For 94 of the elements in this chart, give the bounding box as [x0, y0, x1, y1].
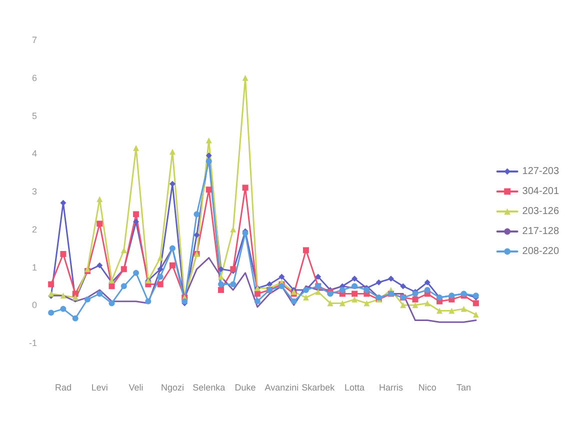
point [424, 279, 430, 286]
point [352, 283, 358, 290]
point [266, 281, 273, 288]
point [254, 298, 260, 304]
point [352, 290, 358, 297]
point [302, 247, 309, 254]
point [218, 286, 224, 293]
point [424, 300, 430, 306]
x-tick-label: Levi [91, 382, 108, 392]
point [72, 290, 78, 297]
x-tick-label: Tan [456, 382, 472, 392]
legend-label: 217-128 [522, 226, 560, 237]
point [315, 274, 322, 280]
point [96, 196, 103, 202]
x-tick-label: Lotta [344, 382, 365, 392]
point [400, 302, 406, 308]
point [436, 308, 443, 314]
point [218, 266, 224, 272]
y-tick-label: 5 [32, 110, 37, 121]
point [96, 290, 103, 297]
legend-label: 304-201 [522, 186, 560, 197]
point [352, 276, 358, 282]
point [157, 281, 164, 288]
point [290, 298, 297, 304]
point [352, 296, 358, 302]
point [120, 283, 127, 290]
point [376, 279, 382, 286]
point [48, 310, 54, 316]
point [194, 211, 200, 218]
point [206, 186, 212, 193]
x-tick-label: Selenka [192, 382, 226, 392]
y-tick-label: 0 [32, 300, 37, 310]
point [218, 281, 224, 288]
y-tick-label: 6 [32, 72, 37, 83]
point [60, 306, 66, 312]
point [96, 220, 103, 227]
x-tick-label: Harris [378, 382, 404, 392]
y-tick-label: 3 [32, 186, 37, 196]
legend-label: 127-203 [522, 166, 560, 177]
point [206, 137, 212, 144]
point [254, 290, 260, 297]
point [157, 274, 164, 280]
point [133, 144, 140, 151]
x-tick-label: Ngozi [160, 382, 184, 392]
point [96, 262, 103, 268]
point [157, 266, 164, 272]
legend-label: 208-220 [522, 246, 560, 257]
point [169, 245, 176, 252]
point [48, 290, 54, 297]
point [302, 294, 309, 301]
point [424, 286, 430, 293]
point [72, 315, 78, 322]
point [133, 211, 140, 218]
y-tick-label: 2 [32, 224, 37, 234]
point [218, 274, 224, 280]
point [448, 308, 455, 314]
x-tick-label: Veli [128, 382, 144, 392]
point [339, 300, 346, 306]
y-tick-label: 4 [32, 148, 37, 159]
point [206, 158, 212, 164]
point [242, 184, 248, 191]
point [412, 296, 418, 302]
legend-label: 203-126 [522, 206, 560, 217]
point [388, 276, 394, 282]
point [400, 283, 406, 290]
point [460, 306, 467, 312]
y-tick-label: -1 [28, 338, 37, 348]
point [48, 281, 54, 288]
x-tick-label: Duke [234, 382, 256, 392]
point [230, 281, 236, 288]
point [60, 292, 66, 299]
point [278, 274, 285, 280]
y-tick-label: 1 [32, 262, 37, 272]
point [169, 262, 176, 268]
point [145, 298, 152, 304]
point [364, 300, 370, 306]
point [84, 296, 90, 302]
point [412, 302, 418, 308]
y-tick-label: 7 [32, 35, 37, 45]
point [472, 300, 479, 306]
point [472, 312, 479, 318]
point [108, 283, 115, 290]
x-tick-label: Skarbek [302, 382, 336, 392]
point [108, 300, 115, 306]
point [194, 232, 200, 238]
point [327, 300, 334, 306]
point [169, 148, 176, 155]
point [60, 250, 66, 257]
x-tick-label: Avanzini [264, 382, 299, 392]
point [133, 270, 140, 276]
x-tick-label: Rad [54, 382, 72, 392]
point [339, 286, 346, 293]
x-tick-label: Nico [418, 382, 436, 392]
point [242, 74, 248, 81]
